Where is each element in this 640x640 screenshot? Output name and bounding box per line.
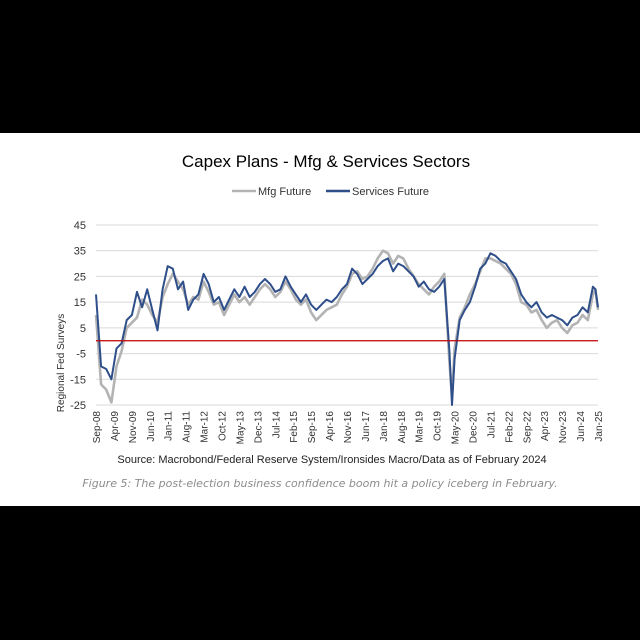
legend-label-services-future: Services Future xyxy=(352,186,429,198)
x-tick-label: Sep-08 xyxy=(92,411,103,444)
x-tick-label: May-13 xyxy=(235,411,246,445)
x-tick-label: Aug-11 xyxy=(182,411,193,443)
x-tick-label: Aug-18 xyxy=(397,411,408,444)
y-tick-label: 25 xyxy=(74,271,86,283)
x-tick-label: Sep-15 xyxy=(307,411,318,444)
x-tick-label: Jun-10 xyxy=(146,411,157,442)
chart-title: Capex Plans - Mfg & Services Sectors xyxy=(182,152,470,171)
x-tick-label: Jan-11 xyxy=(164,411,175,441)
chart-panel: Capex Plans - Mfg & Services Sectors Mfg… xyxy=(0,133,640,506)
x-tick-label: Dec-20 xyxy=(469,411,480,444)
y-tick-label: -5 xyxy=(76,349,86,361)
source-note: Source: Macrobond/Federal Reserve System… xyxy=(117,454,546,466)
y-tick-label: -25 xyxy=(70,400,86,412)
x-tick-label: Apr-23 xyxy=(540,411,551,441)
x-tick-label: Oct-12 xyxy=(218,411,229,441)
x-tick-label: Jan-25 xyxy=(594,411,605,442)
x-axis-ticks: Sep-08 Apr-09 Nov-09 Jun-10 Jan-11 Aug-11 Mar-… xyxy=(92,411,605,445)
chart-svg: Capex Plans - Mfg & Services Sectors Mfg… xyxy=(56,152,605,466)
series-line-mfg-future xyxy=(94,249,600,404)
y-axis-ticks: -25 -15 -5 5 15 25 35 45 xyxy=(70,220,86,412)
x-tick-label: Dec-13 xyxy=(253,411,264,444)
x-tick-label: Jan-18 xyxy=(379,411,390,442)
legend: Mfg Future Services Future xyxy=(232,186,429,198)
x-tick-label: Feb-15 xyxy=(289,411,300,443)
x-tick-label: Sep-22 xyxy=(522,411,533,444)
gridlines xyxy=(96,224,598,406)
x-tick-label: Jun-17 xyxy=(361,411,372,442)
x-tick-label: Nov-23 xyxy=(558,411,569,444)
y-axis-label: Regional Fed Surveys xyxy=(56,314,67,412)
x-tick-label: Oct-19 xyxy=(433,411,444,441)
legend-label-mfg-future: Mfg Future xyxy=(258,186,311,198)
x-tick-label: Mar-12 xyxy=(200,411,211,443)
y-tick-label: 5 xyxy=(80,323,86,335)
x-tick-label: Nov-09 xyxy=(128,411,139,444)
y-tick-label: -15 xyxy=(70,374,86,386)
y-tick-label: 15 xyxy=(74,297,86,309)
x-tick-label: Jun-24 xyxy=(576,411,587,442)
y-tick-label: 35 xyxy=(74,246,86,258)
x-tick-label: Jul-21 xyxy=(486,411,497,439)
x-tick-label: Nov-16 xyxy=(343,411,354,444)
series-lines xyxy=(94,249,600,406)
series-line-services-future xyxy=(95,252,599,406)
x-tick-label: Apr-16 xyxy=(325,411,336,441)
figure-caption: Figure 5: The post-election business con… xyxy=(82,477,558,490)
x-tick-label: May-20 xyxy=(451,411,462,445)
x-tick-label: Jul-14 xyxy=(271,411,282,439)
x-tick-label: Feb-22 xyxy=(504,411,515,443)
x-tick-label: Apr-09 xyxy=(110,411,121,441)
x-tick-label: Mar-19 xyxy=(415,411,426,443)
y-tick-label: 45 xyxy=(74,220,86,232)
